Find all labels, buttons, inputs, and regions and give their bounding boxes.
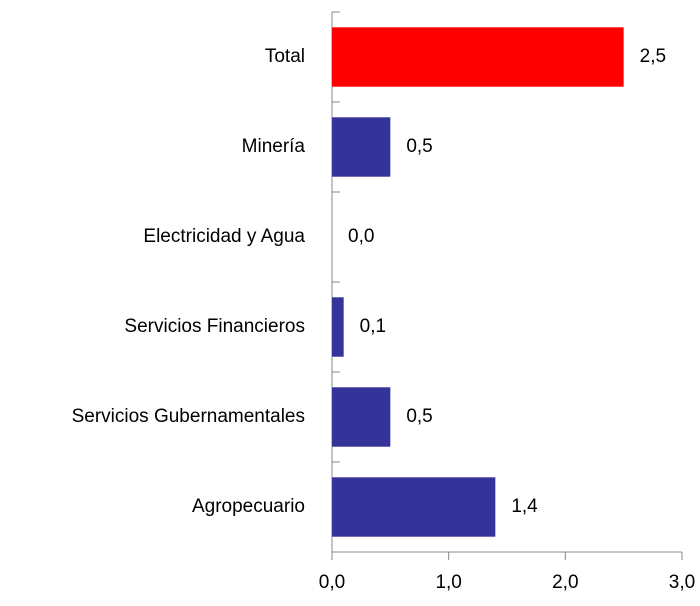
y-tick-label: Minería [242,136,306,157]
x-tick-label: 3,0 [669,572,695,593]
x-tick-label: 1,0 [435,572,461,593]
y-tick-label: Agropecuario [192,496,305,517]
bar [332,27,624,87]
value-label: 0,5 [406,136,432,157]
value-label: 1,4 [511,496,538,517]
bar [332,117,391,177]
value-label: 2,5 [640,46,666,67]
bar [332,477,496,537]
value-label: 0,1 [360,316,386,337]
y-tick-label: Total [265,46,305,67]
value-label: 0,5 [406,406,432,427]
x-tick-label: 2,0 [552,572,578,593]
y-tick-label: Electricidad y Agua [143,226,305,247]
y-tick-label: Servicios Financieros [124,316,305,337]
y-tick-label: Servicios Gubernamentales [72,406,305,427]
bar [332,387,391,447]
x-tick-label: 0,0 [319,572,345,593]
bar [332,297,344,357]
value-label: 0,0 [348,226,374,247]
